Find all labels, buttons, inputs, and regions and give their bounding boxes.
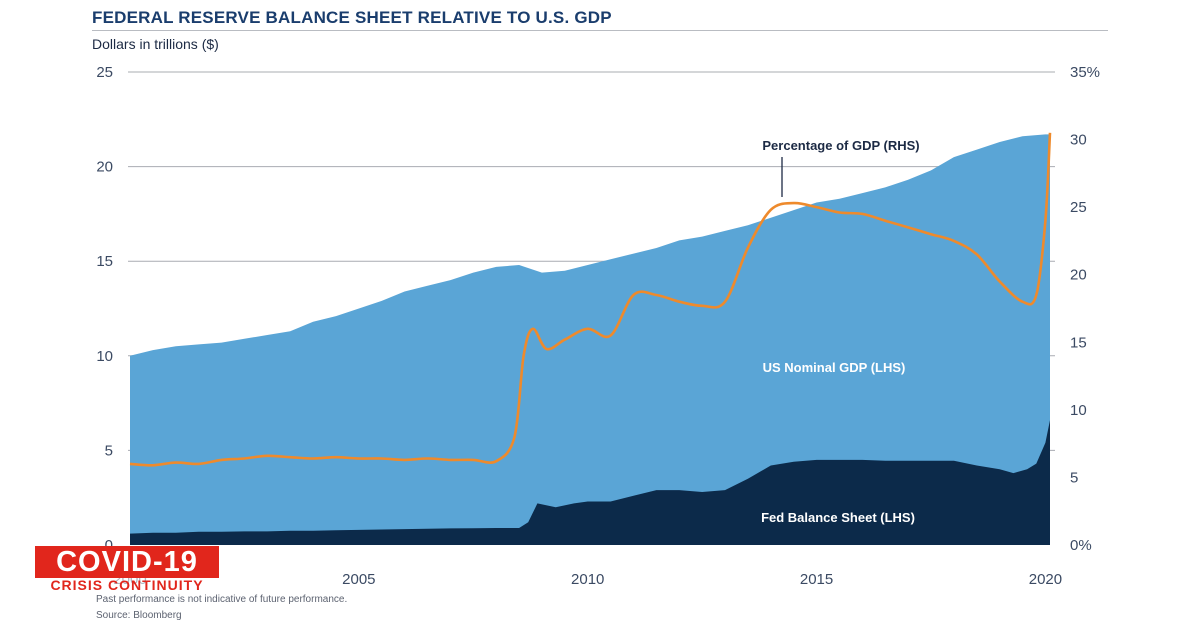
left-axis-tick-label: 25 xyxy=(96,64,113,81)
left-axis-tick-label: 10 xyxy=(96,348,113,365)
right-axis-tick-label: 30 xyxy=(1070,132,1087,149)
x-axis-tick-label: 2010 xyxy=(571,571,604,588)
left-axis-tick-label: 5 xyxy=(105,442,113,459)
left-axis-tick-label: 0 xyxy=(105,537,113,554)
badge-title: COVID-19 xyxy=(35,546,219,578)
percentage-of-gdp-label: Percentage of GDP (RHS) xyxy=(762,138,919,153)
x-axis-tick-label: 2020 xyxy=(1029,571,1062,588)
disclaimer-note: Past performance is not indicative of fu… xyxy=(96,594,348,605)
left-axis-unit-label: Dollars in trillions ($) xyxy=(92,36,219,52)
right-axis-tick-label: 5 xyxy=(1070,469,1078,486)
right-axis-tick-label: 15 xyxy=(1070,334,1087,351)
right-axis-tick-label: 35% xyxy=(1070,64,1100,81)
title-divider xyxy=(92,30,1108,31)
badge-subtitle: CRISIS CONTINUITY xyxy=(35,578,219,593)
left-axis-tick-label: 20 xyxy=(96,159,113,176)
fed-balance-sheet-area xyxy=(130,420,1050,545)
chart-title: FEDERAL RESERVE BALANCE SHEET RELATIVE T… xyxy=(92,8,612,27)
right-axis-tick-label: 25 xyxy=(1070,199,1087,216)
covid-badge: COVID-19 CRISIS CONTINUITY xyxy=(35,546,219,593)
gdp-area xyxy=(130,134,1050,545)
right-axis-tick-label: 20 xyxy=(1070,267,1087,284)
x-axis-tick-label: 2005 xyxy=(342,571,375,588)
right-axis-tick-label: 0% xyxy=(1070,537,1092,554)
source-note: Source: Bloomberg xyxy=(96,610,182,621)
right-axis-tick-label: 10 xyxy=(1070,402,1087,419)
percentage-of-gdp-line xyxy=(129,132,1052,467)
left-axis-tick-label: 15 xyxy=(96,253,113,270)
gdp-series-label: US Nominal GDP (LHS) xyxy=(763,360,906,375)
x-axis-tick-label: 2015 xyxy=(800,571,833,588)
fed-balance-sheet-label: Fed Balance Sheet (LHS) xyxy=(761,510,915,525)
